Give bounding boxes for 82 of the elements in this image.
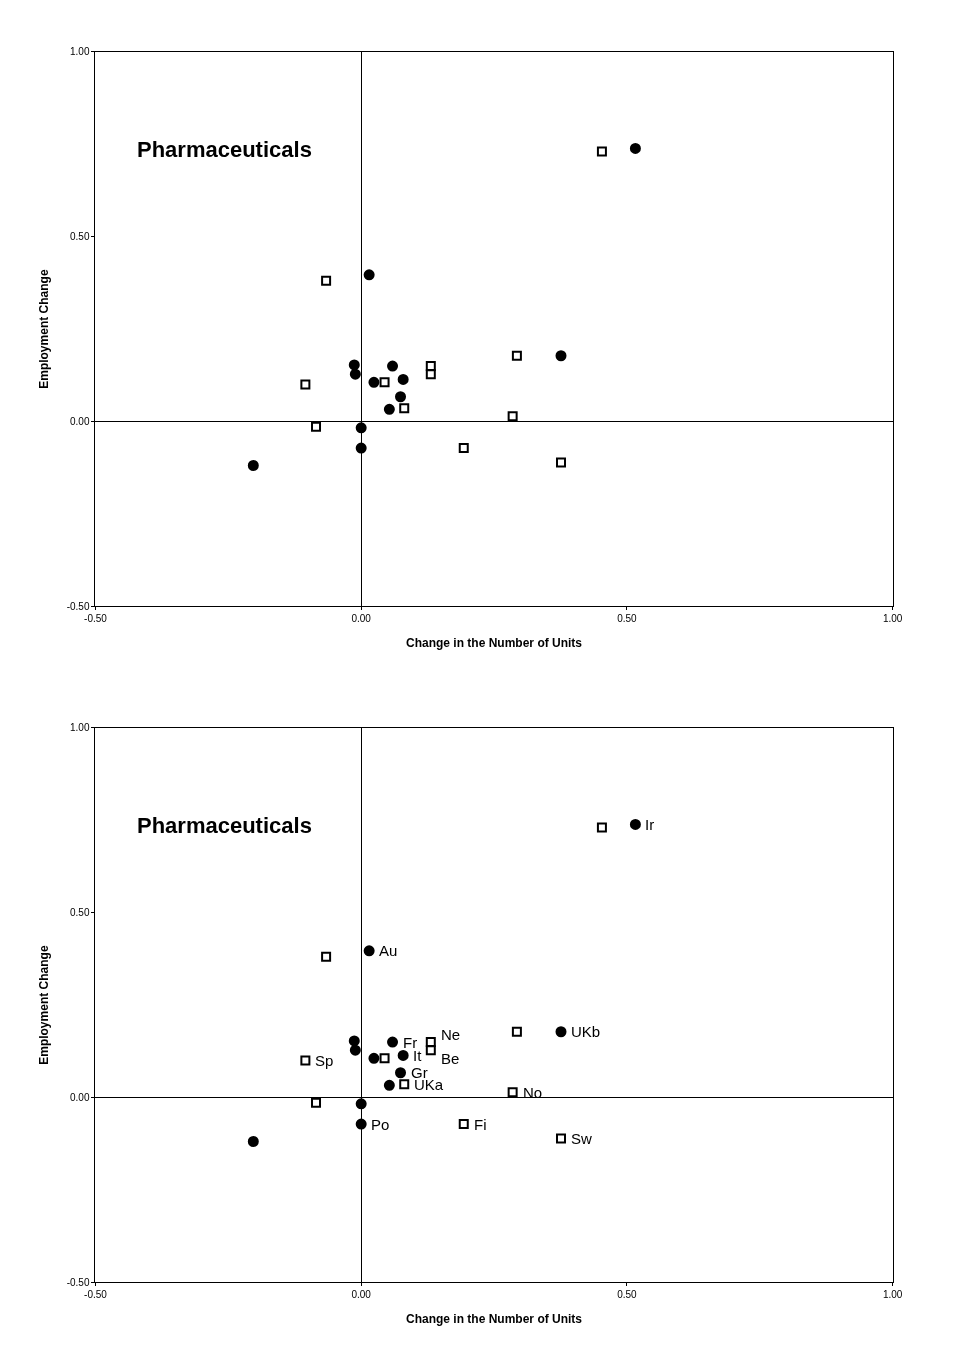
point <box>425 1045 436 1056</box>
point <box>349 1044 361 1056</box>
x-tick-label: -0.50 <box>84 1289 108 1301</box>
y-axis-title: Employment Change <box>36 945 51 1065</box>
point <box>247 459 259 471</box>
point <box>425 361 436 372</box>
point <box>355 1118 367 1130</box>
point <box>300 379 311 390</box>
point <box>379 377 390 388</box>
point <box>368 1052 380 1064</box>
y-tick-label: 1.00 <box>69 722 90 734</box>
point <box>349 368 361 380</box>
point <box>458 443 469 454</box>
point <box>348 1035 360 1047</box>
point <box>395 1067 407 1079</box>
annotation: UKb <box>571 1023 601 1040</box>
point <box>311 1097 322 1108</box>
point <box>397 1049 409 1061</box>
point <box>399 403 410 414</box>
y-tick-label: -0.50 <box>66 1276 90 1288</box>
annotation: Be <box>441 1050 460 1067</box>
annotation: Sp <box>315 1052 334 1069</box>
y-tick-label: 0.50 <box>69 231 90 243</box>
y-tick-label: 0.00 <box>69 1092 90 1104</box>
point <box>556 457 566 468</box>
point <box>383 403 395 415</box>
y-axis-title: Employment Change <box>36 269 51 389</box>
point <box>387 1036 399 1048</box>
x-tick-label: 1.00 <box>882 1289 903 1301</box>
x-tick-label: 0.00 <box>351 613 372 625</box>
point <box>363 945 375 957</box>
point <box>596 822 607 833</box>
point <box>397 373 409 385</box>
point <box>399 1079 410 1090</box>
point <box>511 350 522 361</box>
annotation: Sw <box>571 1130 592 1147</box>
y-tick-label: 1.00 <box>69 46 90 58</box>
point <box>311 421 322 432</box>
point <box>425 369 436 380</box>
point <box>425 1037 436 1048</box>
point <box>395 391 407 403</box>
annotation: Ne <box>441 1026 461 1043</box>
point <box>321 275 332 286</box>
annotation: Gr <box>411 1064 428 1081</box>
point <box>507 1087 518 1098</box>
point <box>247 1135 259 1147</box>
point <box>355 442 367 454</box>
point <box>379 1053 390 1064</box>
x-tick-label: 0.00 <box>351 1289 372 1301</box>
point <box>555 1026 567 1038</box>
annotation: Po <box>371 1116 390 1133</box>
point <box>383 1079 395 1091</box>
point <box>596 146 607 157</box>
x-tick-label: -0.50 <box>84 613 108 625</box>
point <box>629 818 641 830</box>
point <box>555 350 567 362</box>
point <box>363 269 375 281</box>
text: Pharmaceuticals <box>137 137 312 162</box>
point <box>355 422 367 434</box>
point <box>300 1055 311 1066</box>
point <box>556 1133 566 1144</box>
annotation: Fi <box>474 1116 487 1133</box>
annotation: Ir <box>645 816 655 833</box>
text: Pharmaceuticals <box>137 813 312 838</box>
y-tick-label: -0.50 <box>66 600 90 612</box>
x-tick-label: 0.50 <box>617 1289 638 1301</box>
point <box>511 1026 522 1037</box>
point <box>458 1119 469 1130</box>
y-tick-label: 0.00 <box>69 416 90 428</box>
point <box>348 359 360 371</box>
point <box>321 951 332 962</box>
annotation: Au <box>379 942 398 959</box>
point <box>629 142 641 154</box>
x-tick-label: 0.50 <box>617 613 638 625</box>
point <box>507 411 518 422</box>
point <box>355 1098 367 1110</box>
point <box>387 360 399 372</box>
x-axis-title: Change in the Number of Units <box>406 636 583 651</box>
x-axis-title: Change in the Number of Units <box>406 1312 583 1327</box>
y-tick-label: 0.50 <box>69 907 90 919</box>
x-tick-label: 1.00 <box>882 613 903 625</box>
point <box>368 376 380 388</box>
